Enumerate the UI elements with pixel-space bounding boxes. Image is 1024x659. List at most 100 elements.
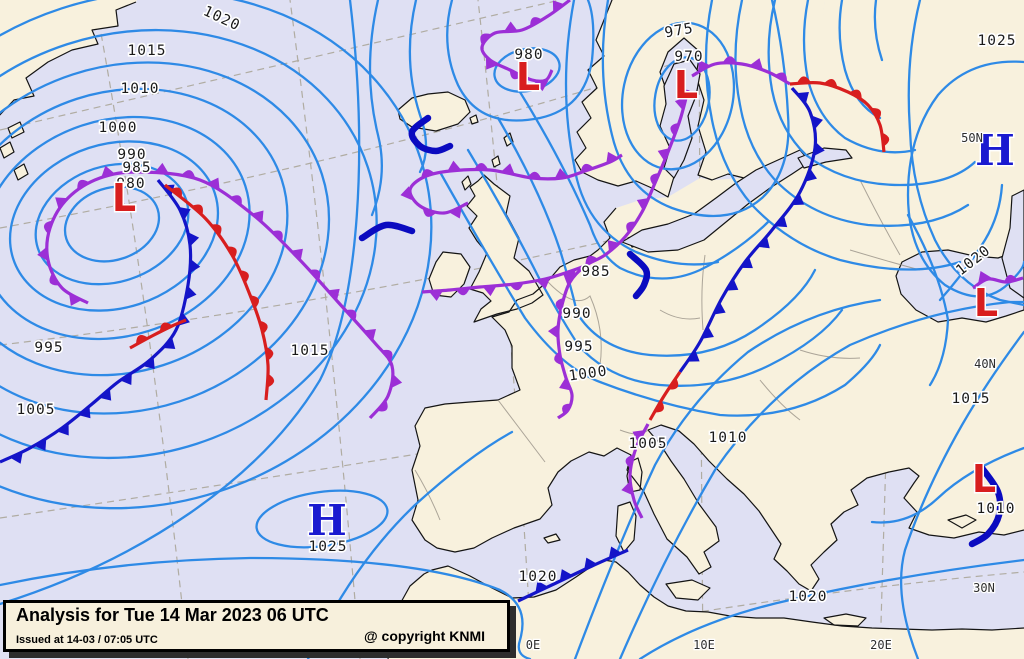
land-sicily bbox=[666, 580, 710, 600]
grid-label: 40N bbox=[974, 357, 996, 371]
front-marker-triangle bbox=[547, 324, 559, 339]
warm-atlantic-line bbox=[163, 183, 270, 401]
isobar-ring bbox=[255, 489, 389, 549]
grid-label: 0E bbox=[526, 638, 540, 652]
front-marker-triangle bbox=[142, 357, 155, 370]
front-marker-triangle bbox=[290, 248, 303, 261]
isobar-line bbox=[438, 170, 882, 417]
front-marker-semicircle bbox=[267, 373, 275, 388]
front-marker-semicircle bbox=[668, 377, 679, 390]
border-line bbox=[701, 254, 706, 331]
front-marker-triangle bbox=[482, 285, 497, 297]
front-marker-triangle bbox=[485, 57, 498, 70]
isobar-line bbox=[0, 556, 532, 659]
sea-caspian bbox=[1001, 189, 1024, 299]
isobar-label: 980 bbox=[116, 176, 145, 192]
isobar-label: 1005 bbox=[629, 436, 668, 452]
low-pressure-symbol: L bbox=[112, 176, 136, 220]
isobar-ring bbox=[0, 87, 289, 377]
grid-label: 20E bbox=[870, 638, 892, 652]
front-marker-semicircle bbox=[722, 56, 737, 64]
front-marker-semicircle bbox=[382, 349, 393, 362]
occluded-atlantic-line bbox=[45, 170, 395, 420]
trough-ireland bbox=[358, 221, 416, 242]
isobar-label: 990 bbox=[117, 147, 146, 163]
isobar-line bbox=[466, 148, 844, 387]
isobar-label: 975 bbox=[663, 21, 695, 42]
front-marker-semicircle bbox=[77, 179, 90, 190]
land-greenland bbox=[0, 0, 138, 115]
isobar-label: 1010 bbox=[977, 501, 1016, 517]
front-marker-semicircle bbox=[271, 230, 283, 242]
grid-label: 30N bbox=[973, 581, 995, 595]
front-marker-semicircle bbox=[230, 195, 242, 206]
front-marker-semicircle bbox=[226, 246, 237, 259]
front-marker-triangle bbox=[697, 60, 711, 73]
border-line bbox=[659, 309, 701, 320]
front-marker-triangle bbox=[178, 206, 191, 220]
isobar-label: 1020 bbox=[789, 589, 828, 605]
front-occluded-scandinavia bbox=[547, 89, 690, 420]
isobar-ring bbox=[0, 115, 251, 341]
front-marker-triangle bbox=[813, 142, 825, 157]
front-marker-semicircle bbox=[159, 322, 173, 332]
front-marker-triangle bbox=[607, 240, 620, 253]
coast-africa bbox=[387, 559, 1024, 659]
border-line bbox=[859, 179, 901, 256]
front-marker-triangle bbox=[99, 388, 112, 401]
isobar-label: 985 bbox=[122, 160, 151, 176]
isobar-line bbox=[518, 90, 770, 280]
front-marker-semicircle bbox=[422, 208, 437, 217]
front-marker-triangle bbox=[189, 259, 201, 274]
isobar-line bbox=[408, 0, 428, 174]
cold-atlantic-line bbox=[0, 179, 193, 464]
front-marker-triangle bbox=[78, 406, 91, 419]
warm-wave-small-line bbox=[129, 318, 187, 350]
front-marker-triangle bbox=[185, 285, 197, 300]
isobar-line bbox=[638, 558, 1024, 659]
land-sardinia bbox=[616, 502, 636, 552]
front-marker-semicircle bbox=[250, 295, 259, 309]
front-marker-triangle bbox=[162, 184, 175, 197]
isobar-label: 1005 bbox=[17, 402, 56, 418]
front-marker-triangle bbox=[69, 293, 82, 306]
front-cold-atlantic bbox=[0, 179, 201, 464]
isobar-line bbox=[734, 0, 970, 227]
front-occluded-corsica bbox=[621, 423, 650, 519]
front-marker-triangle bbox=[559, 569, 573, 582]
land-crete bbox=[824, 614, 866, 626]
trough-germany bbox=[626, 250, 651, 300]
front-occluded-atlantic bbox=[37, 162, 403, 420]
front-occluded-iceland-spiral bbox=[480, 0, 571, 92]
isobar-line bbox=[496, 116, 817, 357]
front-marker-triangle bbox=[447, 160, 462, 172]
front-marker-triangle bbox=[632, 430, 645, 443]
front-warm-east bbox=[789, 76, 890, 153]
trough-layer bbox=[358, 114, 1004, 548]
isobar-label: 1015 bbox=[952, 391, 991, 407]
front-marker-semicircle bbox=[654, 400, 664, 413]
isobar-label: 990 bbox=[562, 306, 591, 322]
isobar-line bbox=[368, 0, 383, 217]
trough-cyprus bbox=[968, 464, 1004, 548]
front-warm-atlantic bbox=[163, 183, 275, 401]
warm-italy-line bbox=[648, 371, 682, 421]
isobar-line bbox=[704, 0, 962, 271]
front-marker-triangle bbox=[503, 21, 518, 32]
front-marker-semicircle bbox=[474, 163, 489, 170]
isobar-line bbox=[0, 0, 361, 606]
isobar-label: 1010 bbox=[121, 81, 160, 97]
isobar-label: 1015 bbox=[128, 43, 167, 59]
front-marker-semicircle bbox=[527, 171, 542, 179]
front-warm-italy bbox=[648, 371, 682, 421]
front-marker-triangle bbox=[449, 206, 462, 219]
front-marker-semicircle bbox=[127, 165, 142, 173]
front-occluded-north-branch bbox=[691, 56, 791, 86]
low-pressure-symbol: L bbox=[972, 457, 996, 501]
front-marker-semicircle bbox=[345, 309, 357, 321]
front-marker-triangle bbox=[400, 186, 412, 200]
front-marker-triangle bbox=[37, 246, 48, 261]
isobar-line bbox=[601, 0, 790, 218]
front-marker-semicircle bbox=[774, 72, 787, 83]
